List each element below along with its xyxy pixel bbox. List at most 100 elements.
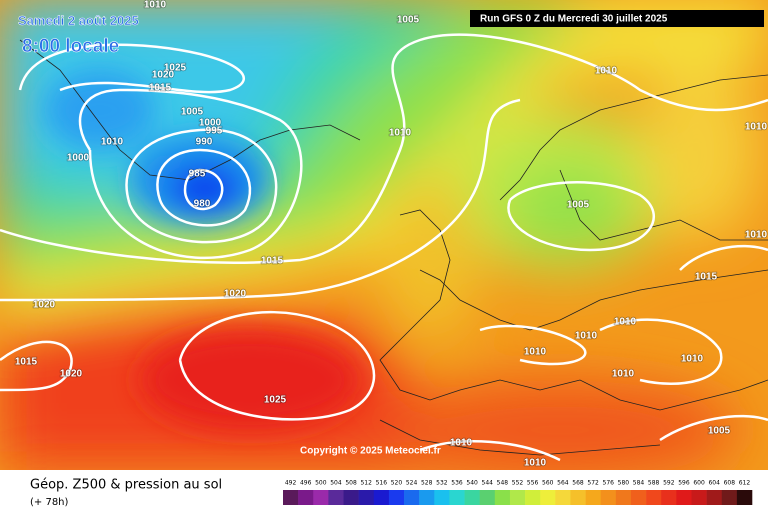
scale-swatch — [373, 490, 390, 505]
scale-label: 592 — [663, 480, 675, 487]
scale-swatch — [555, 490, 571, 505]
scale-swatch — [313, 490, 329, 505]
scale-swatch — [419, 490, 435, 505]
color-scale: 492 496 500 504 508 512 516 520 524 528 532 536 540 5… — [283, 480, 753, 505]
isobar-label: 1010 — [612, 369, 635, 380]
isobar-label: 1005 — [181, 107, 204, 118]
scale-swatch — [328, 490, 344, 505]
isobar-label: 1015 — [261, 256, 284, 267]
scale-label: 572 — [587, 480, 599, 487]
scale-swatch — [691, 490, 707, 505]
isobars — [0, 33, 768, 462]
scale-swatch — [570, 490, 586, 505]
isobar-label: 1005 — [708, 426, 731, 437]
scale-label: 524 — [406, 480, 418, 487]
isobar-label: 1020 — [33, 300, 56, 311]
isobar-label: 1015 — [149, 83, 172, 94]
isobar-label: 1015 — [15, 357, 38, 368]
scale-label: 564 — [557, 480, 569, 487]
scale-swatch — [388, 490, 405, 505]
scale-swatch — [298, 490, 314, 505]
copyright: Copyright © 2025 Meteociel.fr — [300, 446, 441, 457]
isobar-label: 1010 — [101, 137, 124, 148]
scale-swatch — [661, 490, 677, 505]
isobar-label: 1000 — [67, 153, 90, 164]
coastlines — [19, 39, 768, 456]
isobar-label: 1025 — [264, 395, 287, 406]
scale-label: 552 — [512, 480, 524, 487]
isobar-label: 1020 — [60, 369, 83, 380]
isobar-label: 1010 — [745, 122, 768, 133]
scale-swatch — [721, 490, 738, 505]
scale-label: 604 — [708, 480, 720, 487]
footer-title: Géop. Z500 & pression au sol — [30, 478, 222, 493]
scale-swatch — [343, 490, 359, 505]
isobar-label: 1010 — [389, 128, 412, 139]
scale-swatch — [646, 490, 662, 505]
isobar-label: 1025 — [164, 63, 187, 74]
scale-label: 528 — [421, 480, 433, 487]
scale-swatch — [494, 490, 511, 505]
scale-label: 560 — [542, 480, 554, 487]
isobar-label: 1010 — [614, 317, 637, 328]
scale-label: 532 — [436, 480, 448, 487]
isobar-labels: 1010100510251020101510051000995990101010… — [14, 0, 768, 469]
scale-swatch — [676, 490, 692, 505]
scale-swatch — [404, 490, 420, 505]
scale-swatch — [283, 490, 299, 505]
run-banner — [470, 10, 764, 27]
isobar-label: 995 — [206, 126, 223, 137]
scale-label: 492 — [285, 480, 297, 487]
footer-subtitle: (+ 78h) — [30, 497, 69, 508]
scale-swatch — [630, 490, 647, 505]
scale-label: 520 — [391, 480, 403, 487]
isobar-label: 1010 — [745, 230, 768, 241]
isobar-label: 1020 — [224, 289, 247, 300]
isobar-label: 1005 — [397, 15, 420, 26]
scale-swatch — [585, 490, 602, 505]
isobar-label: 1015 — [695, 272, 718, 283]
scale-swatch — [479, 490, 496, 505]
forecast-date: Samedi 2 août 2025 — [18, 13, 139, 28]
scale-swatch — [706, 490, 723, 505]
isobar-label: 1010 — [595, 66, 618, 77]
forecast-time: 8:00 locale — [22, 36, 119, 57]
isobar-label: 1010 — [575, 331, 598, 342]
scale-label: 508 — [345, 480, 357, 487]
isobar-label: 1005 — [567, 200, 590, 211]
scale-label: 612 — [739, 480, 751, 487]
scale-swatch — [540, 490, 556, 505]
isobar-label: 1010 — [524, 347, 547, 358]
scale-label: 608 — [724, 480, 736, 487]
scale-label: 580 — [618, 480, 630, 487]
scale-swatch — [600, 490, 617, 505]
scale-label: 544 — [482, 480, 494, 487]
scale-label: 556 — [527, 480, 539, 487]
isobar-label: 1000 — [199, 118, 222, 129]
isobar-label: 1010 — [144, 0, 167, 11]
scale-label: 536 — [451, 480, 463, 487]
scale-label: 548 — [497, 480, 509, 487]
scale-label: 576 — [603, 480, 615, 487]
scale-label: 568 — [572, 480, 584, 487]
scale-label: 596 — [678, 480, 690, 487]
scale-label: 540 — [466, 480, 478, 487]
scale-swatch — [509, 490, 526, 505]
isobar-label: 990 — [196, 137, 213, 148]
run-info: Run GFS 0 Z du Mercredi 30 juillet 2025 — [480, 14, 668, 25]
field: 1010100510251020101510051000995990101010… — [0, 0, 768, 470]
scale-label: 500 — [315, 480, 327, 487]
scale-label: 496 — [300, 480, 312, 487]
scale-label: 600 — [693, 480, 705, 487]
isobar-label: 1010 — [450, 438, 473, 449]
isobar-label: 1010 — [681, 354, 704, 365]
scale-label: 588 — [648, 480, 660, 487]
isobar-label: 1010 — [524, 458, 547, 469]
scale-swatch — [736, 490, 753, 505]
scale-label: 504 — [330, 480, 342, 487]
scale-swatch — [449, 490, 465, 505]
isobar-label: 980 — [194, 199, 211, 210]
scale-swatch — [525, 490, 541, 505]
scale-swatch — [615, 490, 632, 505]
isobar-label: 1020 — [152, 70, 175, 81]
